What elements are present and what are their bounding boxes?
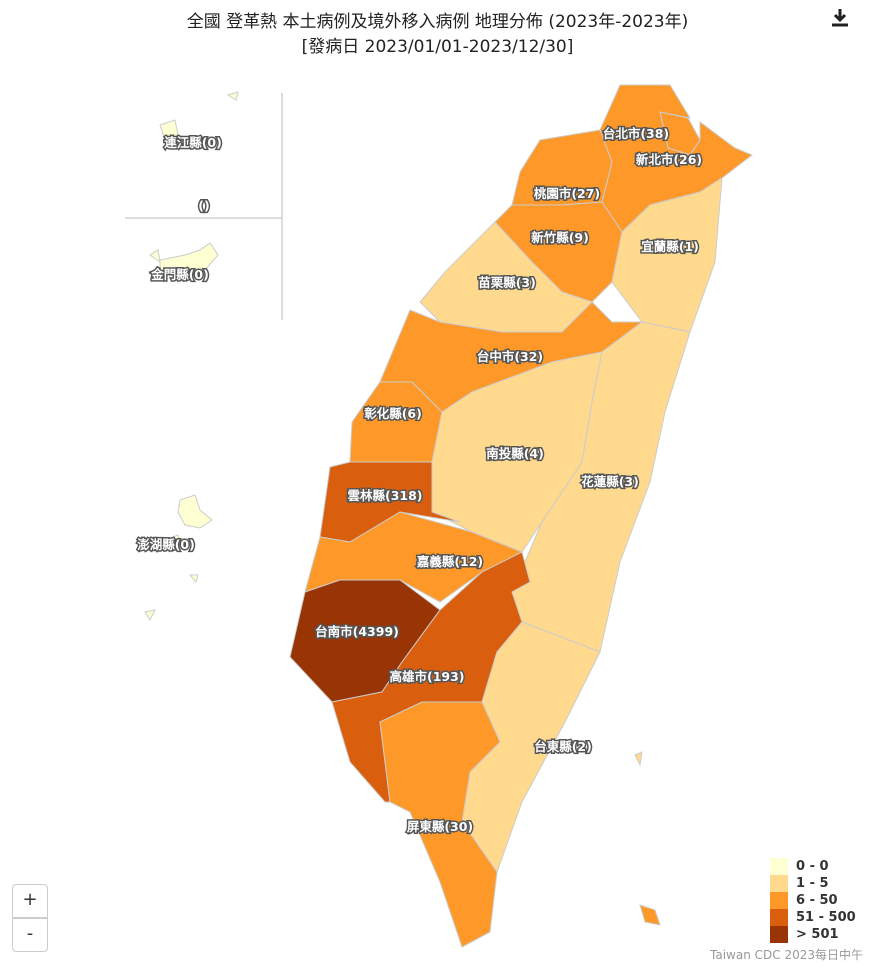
legend-swatch	[770, 858, 788, 875]
region-label: 桃園市(27)	[534, 186, 600, 201]
legend-label: 51 - 500	[796, 910, 856, 925]
region-澎湖縣[interactable]	[164, 534, 183, 553]
region-label: 台北市(38)	[603, 126, 669, 141]
legend-swatch	[770, 875, 788, 892]
legend-swatch	[770, 926, 788, 943]
region-label: 苗栗縣(3)	[478, 275, 536, 290]
region-澎湖縣[interactable]	[188, 574, 199, 584]
region-label: 屏東縣(30)	[406, 819, 473, 834]
region-金門縣[interactable]	[149, 249, 161, 264]
legend-label: 6 - 50	[796, 893, 838, 908]
legend-item: > 501	[770, 926, 856, 943]
title-line2: [發病日 2023/01/01-2023/12/30]	[301, 37, 574, 57]
region-宜蘭縣[interactable]	[634, 751, 643, 767]
region-label: 高雄市(193)	[389, 669, 464, 684]
region-label: 金門縣(0)	[150, 267, 209, 282]
region-label: 彰化縣(6)	[364, 406, 422, 421]
region-label: 南投縣(4)	[486, 446, 544, 461]
zoom-in-button[interactable]: +	[12, 884, 48, 918]
region-澎湖縣[interactable]	[177, 494, 213, 529]
region-label: 嘉義縣(12)	[416, 554, 483, 569]
region-label: 澎湖縣(0)	[137, 537, 195, 552]
region-label: 宜蘭縣(1)	[641, 239, 699, 254]
credit: Taiwan CDC 2023每日中午	[710, 948, 863, 962]
map-title: 全國 登革熱 本土病例及境外移入病例 地理分佈 (2023年-2023年) [發…	[0, 10, 875, 60]
download-icon[interactable]	[828, 6, 852, 30]
legend-item: 0 - 0	[770, 858, 856, 875]
region-連江縣[interactable]	[226, 91, 239, 101]
legend-swatch	[770, 892, 788, 909]
zoom-out-button[interactable]: -	[12, 918, 48, 952]
legend-label: 0 - 0	[796, 859, 829, 874]
region-label: 雲林縣(318)	[347, 488, 422, 503]
legend: 0 - 0 1 - 5 6 - 50 51 - 500 > 501	[770, 858, 856, 943]
region-label: 台東縣(2)	[534, 739, 592, 754]
region-label: 台中市(32)	[477, 349, 543, 364]
region-label: ()	[198, 198, 209, 213]
region-澎湖縣[interactable]	[144, 609, 156, 622]
region-連江縣[interactable]	[159, 119, 179, 141]
region-label: 新北市(26)	[636, 152, 702, 167]
region-label: 花蓮縣(3)	[581, 474, 639, 489]
region-label: 台南市(4399)	[315, 624, 399, 639]
region-金門縣[interactable]	[159, 242, 219, 276]
region-label: 連江縣(0)	[164, 135, 222, 150]
region-屏東縣[interactable]	[639, 904, 661, 926]
legend-label: > 501	[796, 927, 839, 942]
title-line1: 全國 登革熱 本土病例及境外移入病例 地理分佈 (2023年-2023年)	[186, 12, 689, 32]
legend-label: 1 - 5	[796, 876, 829, 891]
region-label: 新竹縣(9)	[531, 230, 589, 245]
region-屏東縣[interactable]	[379, 701, 501, 948]
legend-item: 51 - 500	[770, 909, 856, 926]
legend-swatch	[770, 909, 788, 926]
legend-item: 6 - 50	[770, 892, 856, 909]
legend-item: 1 - 5	[770, 875, 856, 892]
